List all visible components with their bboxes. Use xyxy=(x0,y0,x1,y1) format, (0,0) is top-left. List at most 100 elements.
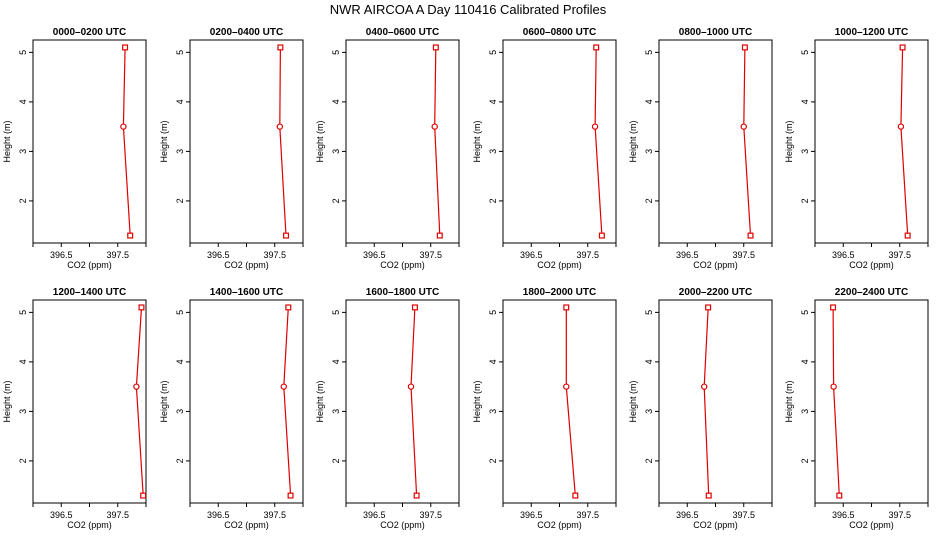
y-axis-label: Height (m) xyxy=(472,120,482,162)
panel-grid: 0000–0200 UTC 396.5 397.5 2 3 4 5 CO2 (ppm) Heig… xyxy=(2,27,929,530)
panel-title: 0400–0600 UTC xyxy=(366,27,439,38)
y-tick-label: 4 xyxy=(644,359,654,364)
y-tick-label: 2 xyxy=(175,198,185,203)
profile-panel: 0000–0200 UTC 396.5 397.5 2 3 4 5 CO2 (ppm) Heig… xyxy=(2,27,147,270)
profile-line xyxy=(743,47,752,236)
panel-title: 0200–0400 UTC xyxy=(210,27,283,38)
y-tick-label: 5 xyxy=(18,50,28,55)
y-tick-label: 4 xyxy=(331,99,341,104)
x-tick-label: 396.5 xyxy=(50,250,73,260)
profile-line xyxy=(279,47,287,236)
data-point xyxy=(411,304,418,311)
data-point xyxy=(705,492,712,499)
plot-frame xyxy=(32,299,147,504)
y-tick-label: 2 xyxy=(18,458,28,463)
y-axis-label: Height (m) xyxy=(628,380,638,422)
plot-frame xyxy=(345,39,460,244)
y-tick-label: 5 xyxy=(488,310,498,315)
data-point xyxy=(285,304,292,311)
plot-frame xyxy=(814,39,929,244)
y-tick-label: 5 xyxy=(488,50,498,55)
x-axis-label: CO2 (ppm) xyxy=(224,520,269,530)
profile-panel: 1400–1600 UTC 396.5 397.5 2 3 4 5 CO2 (ppm) Heig… xyxy=(159,287,304,530)
panel-title: 1400–1600 UTC xyxy=(210,287,283,298)
data-point xyxy=(432,44,439,51)
data-point xyxy=(897,123,905,130)
data-point xyxy=(741,44,748,51)
panel-title: 1000–1200 UTC xyxy=(835,27,908,38)
x-tick-label: 397.5 xyxy=(106,250,129,260)
data-point xyxy=(705,304,712,311)
y-tick-label: 2 xyxy=(175,458,185,463)
y-tick-label: 2 xyxy=(18,198,28,203)
profile-line xyxy=(594,47,603,236)
y-tick-label: 3 xyxy=(331,409,341,414)
x-axis-label: CO2 (ppm) xyxy=(537,520,582,530)
data-point xyxy=(407,383,415,390)
y-tick-label: 5 xyxy=(331,50,341,55)
y-axis-label: Height (m) xyxy=(628,120,638,162)
x-tick-label: 397.5 xyxy=(888,250,911,260)
data-point xyxy=(127,232,134,239)
data-point xyxy=(140,492,147,499)
y-axis-label: Height (m) xyxy=(315,120,325,162)
data-point xyxy=(122,44,129,51)
y-axis-label: Height (m) xyxy=(784,380,794,422)
data-point xyxy=(598,232,605,239)
y-tick-label: 5 xyxy=(175,310,185,315)
data-point xyxy=(277,44,284,51)
y-axis-label: Height (m) xyxy=(315,380,325,422)
profile-panel: 1600–1800 UTC 396.5 397.5 2 3 4 5 CO2 (ppm) Heig… xyxy=(315,287,460,530)
profile-panel: 1000–1200 UTC 396.5 397.5 2 3 4 5 CO2 (ppm) Heig… xyxy=(784,27,929,270)
x-tick-label: 397.5 xyxy=(732,250,755,260)
y-tick-label: 4 xyxy=(800,359,810,364)
y-tick-label: 3 xyxy=(644,149,654,154)
figure-title: NWR AIRCOA A Day 110416 Calibrated Profi… xyxy=(330,2,607,17)
y-tick-label: 2 xyxy=(488,198,498,203)
data-point xyxy=(283,232,290,239)
y-axis-label: Height (m) xyxy=(784,120,794,162)
x-axis-label: CO2 (ppm) xyxy=(693,520,738,530)
plot-frame xyxy=(502,39,617,244)
y-axis-label: Height (m) xyxy=(159,120,169,162)
x-tick-label: 397.5 xyxy=(732,510,755,520)
profile-panel: 0200–0400 UTC 396.5 397.5 2 3 4 5 CO2 (ppm) Heig… xyxy=(159,27,304,270)
data-point xyxy=(563,304,570,311)
x-tick-label: 397.5 xyxy=(419,510,442,520)
panel-title: 1600–1800 UTC xyxy=(366,287,439,298)
x-axis-label: CO2 (ppm) xyxy=(693,260,738,270)
y-tick-label: 5 xyxy=(644,310,654,315)
profile-panel: 2000–2200 UTC 396.5 397.5 2 3 4 5 CO2 (ppm) Heig… xyxy=(628,287,773,530)
profile-line xyxy=(703,307,710,496)
y-tick-label: 2 xyxy=(800,198,810,203)
x-tick-label: 396.5 xyxy=(207,250,230,260)
profile-line xyxy=(900,47,909,236)
plot-frame xyxy=(189,299,304,504)
profile-line xyxy=(135,307,144,496)
panel-title: 2200–2400 UTC xyxy=(835,287,908,298)
y-tick-label: 5 xyxy=(331,310,341,315)
x-tick-label: 396.5 xyxy=(520,510,543,520)
x-axis-label: CO2 (ppm) xyxy=(537,260,582,270)
y-tick-label: 2 xyxy=(644,458,654,463)
x-axis-label: CO2 (ppm) xyxy=(67,520,112,530)
data-point xyxy=(830,304,837,311)
y-tick-label: 3 xyxy=(800,149,810,154)
data-point xyxy=(287,492,294,499)
data-point xyxy=(593,44,600,51)
x-axis-label: CO2 (ppm) xyxy=(849,520,894,530)
data-point xyxy=(830,383,837,390)
profile-line xyxy=(122,47,131,236)
data-point xyxy=(280,383,287,390)
y-axis-label: Height (m) xyxy=(159,380,169,422)
x-tick-label: 397.5 xyxy=(888,510,911,520)
y-tick-label: 4 xyxy=(18,99,28,104)
y-axis-label: Height (m) xyxy=(472,380,482,422)
data-point xyxy=(572,492,579,499)
data-point xyxy=(436,232,443,239)
panel-title: 1800–2000 UTC xyxy=(523,287,596,298)
y-tick-label: 4 xyxy=(175,99,185,104)
profile-panel: 1200–1400 UTC 396.5 397.5 2 3 4 5 CO2 (ppm) Heig… xyxy=(2,287,147,530)
y-tick-label: 5 xyxy=(18,310,28,315)
